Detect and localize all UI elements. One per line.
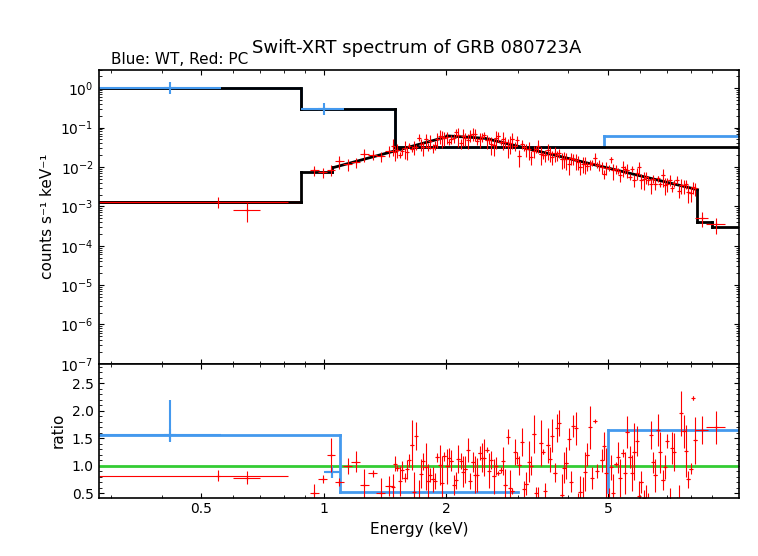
Text: Blue: WT, Red: PC: Blue: WT, Red: PC bbox=[111, 52, 249, 67]
Y-axis label: counts s⁻¹ keV⁻¹: counts s⁻¹ keV⁻¹ bbox=[39, 154, 55, 279]
Text: Swift-XRT spectrum of GRB 080723A: Swift-XRT spectrum of GRB 080723A bbox=[252, 39, 581, 57]
Y-axis label: ratio: ratio bbox=[51, 413, 66, 448]
X-axis label: Energy (keV): Energy (keV) bbox=[370, 522, 468, 537]
